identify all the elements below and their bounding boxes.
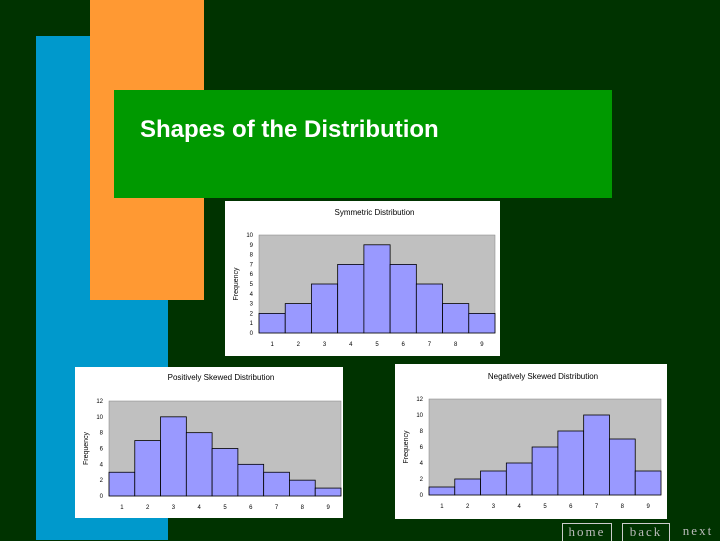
- negatively-skewed-bar: [557, 430, 585, 496]
- negatively-skewed-chart-title: Negatively Skewed Distribution: [488, 372, 598, 381]
- symmetric-bar: [284, 303, 312, 334]
- symmetric-y-tick-label: 4: [250, 292, 254, 298]
- negatively-skewed-x-tick-label: 8: [621, 504, 625, 510]
- positively-skewed-y-tick-label: 10: [96, 415, 103, 421]
- symmetric-y-tick-label: 3: [250, 302, 254, 308]
- positively-skewed-x-tick-label: 2: [146, 505, 150, 511]
- symmetric-x-tick-label: 1: [270, 342, 274, 348]
- positively-skewed-y-tick-label: 12: [96, 399, 103, 405]
- symmetric-bar: [468, 313, 496, 334]
- positively-skewed-x-tick-label: 7: [275, 505, 279, 511]
- symmetric-chart-title: Symmetric Distribution: [334, 208, 414, 217]
- symmetric-bar: [415, 283, 443, 334]
- negatively-skewed-y-tick-label: 4: [420, 461, 424, 467]
- symmetric-x-tick-label: 2: [297, 342, 301, 348]
- negatively-skewed-bar: [609, 438, 636, 496]
- positively-skewed-bar: [263, 471, 290, 497]
- positively-skewed-x-tick-label: 3: [172, 505, 176, 511]
- negatively-skewed-bar: [480, 470, 507, 496]
- symmetric-bar: [337, 264, 365, 334]
- symmetric-x-tick-label: 3: [323, 342, 327, 348]
- positively-skewed-bar: [160, 416, 187, 497]
- symmetric-y-tick-label: 6: [250, 272, 254, 278]
- positively-skewed-x-tick-label: 4: [198, 505, 202, 511]
- symmetric-y-tick-label: 9: [250, 243, 254, 249]
- positively-skewed-bar: [289, 479, 316, 497]
- negatively-skewed-x-tick-label: 7: [595, 504, 599, 510]
- symmetric-chart: Symmetric Distribution 0 1 2 3 4 5 6 7 8 9 10 1 2 3 4 5 6…: [225, 201, 500, 356]
- positively-skewed-bar: [108, 471, 136, 497]
- symmetric-y-tick-label: 1: [250, 321, 254, 327]
- negatively-skewed-x-tick-label: 4: [518, 504, 522, 510]
- positively-skewed-bar: [314, 487, 342, 497]
- symmetric-y-tick-label: 7: [250, 262, 254, 268]
- positively-skewed-x-tick-label: 6: [249, 505, 253, 511]
- symmetric-y-tick-label: 8: [250, 253, 254, 259]
- negatively-skewed-bar: [454, 478, 481, 496]
- positively-skewed-chart-title: Positively Skewed Distribution: [168, 373, 275, 382]
- negatively-skewed-x-tick-label: 5: [543, 504, 547, 510]
- positively-skewed-bar: [134, 440, 161, 497]
- symmetric-x-tick-label: 7: [428, 342, 432, 348]
- negatively-skewed-chart: Negatively Skewed Distribution 0 2 4 6 8 10 12 1…: [395, 364, 667, 519]
- negatively-skewed-y-tick-label: 0: [420, 493, 424, 499]
- negatively-skewed-y-tick-label: 6: [420, 445, 424, 451]
- symmetric-y-axis-label: Frequency: [233, 267, 240, 301]
- negatively-skewed-x-tick-label: 6: [569, 504, 573, 510]
- negatively-skewed-y-axis-label: Frequency: [403, 430, 410, 464]
- positively-skewed-bar: [185, 432, 213, 497]
- positively-skewed-y-tick-label: 4: [100, 462, 104, 468]
- negatively-skewed-chart-svg: Negatively Skewed Distribution0246810121…: [403, 372, 662, 510]
- negatively-skewed-y-tick-label: 2: [420, 477, 424, 483]
- negatively-skewed-bar: [583, 414, 610, 496]
- positively-skewed-chart: Positively Skewed Distribution 0 2 4 6 8 10 12 1…: [75, 367, 343, 518]
- negatively-skewed-bar: [531, 446, 559, 496]
- symmetric-x-tick-label: 9: [480, 342, 484, 348]
- symmetric-y-tick-label: 0: [250, 331, 254, 337]
- symmetric-bar: [363, 244, 391, 334]
- home-button[interactable]: home: [562, 523, 612, 541]
- symmetric-x-tick-label: 5: [375, 342, 379, 348]
- positively-skewed-chart-svg: Positively Skewed Distribution0246810121…: [83, 373, 342, 511]
- symmetric-chart-svg: Symmetric Distribution 0 1 2 3 4 5 6 7 8 9 10 1 2 3 4 5 6…: [233, 208, 496, 348]
- positively-skewed-y-tick-label: 0: [100, 494, 104, 500]
- negatively-skewed-bar: [428, 486, 456, 496]
- negatively-skewed-x-tick-label: 9: [646, 504, 650, 510]
- slide-title: Shapes of the Distribution: [140, 116, 439, 143]
- positively-skewed-y-tick-label: 8: [100, 431, 104, 437]
- positively-skewed-x-tick-label: 1: [120, 505, 124, 511]
- symmetric-x-tick-label: 4: [349, 342, 353, 348]
- positively-skewed-x-tick-label: 9: [326, 505, 330, 511]
- negatively-skewed-x-tick-label: 3: [492, 504, 496, 510]
- negatively-skewed-y-tick-label: 12: [416, 397, 423, 403]
- negatively-skewed-x-tick-label: 2: [466, 504, 470, 510]
- positively-skewed-bar: [211, 448, 239, 497]
- symmetric-bar: [442, 303, 470, 334]
- symmetric-y-tick-label: 2: [250, 311, 254, 317]
- symmetric-bar: [389, 264, 417, 334]
- positively-skewed-bar: [237, 463, 265, 497]
- symmetric-x-tick-label: 8: [454, 342, 458, 348]
- positively-skewed-y-tick-label: 2: [100, 478, 104, 484]
- symmetric-y-tick-label: 5: [250, 282, 254, 288]
- symmetric-y-tick-label: 10: [246, 233, 253, 239]
- negatively-skewed-y-tick-label: 10: [416, 413, 423, 419]
- negatively-skewed-bar: [634, 470, 662, 496]
- negatively-skewed-bar: [505, 462, 533, 496]
- negatively-skewed-x-tick-label: 1: [440, 504, 444, 510]
- back-button[interactable]: back: [622, 523, 670, 541]
- symmetric-bar: [311, 283, 339, 334]
- positively-skewed-y-tick-label: 6: [100, 447, 104, 453]
- positively-skewed-x-tick-label: 8: [301, 505, 305, 511]
- symmetric-x-tick-label: 6: [402, 342, 406, 348]
- title-band: [114, 90, 612, 198]
- positively-skewed-y-axis-label: Frequency: [83, 431, 90, 465]
- positively-skewed-x-tick-label: 5: [223, 505, 227, 511]
- symmetric-bar: [258, 313, 286, 334]
- next-button[interactable]: next: [682, 523, 714, 538]
- negatively-skewed-y-tick-label: 8: [420, 429, 424, 435]
